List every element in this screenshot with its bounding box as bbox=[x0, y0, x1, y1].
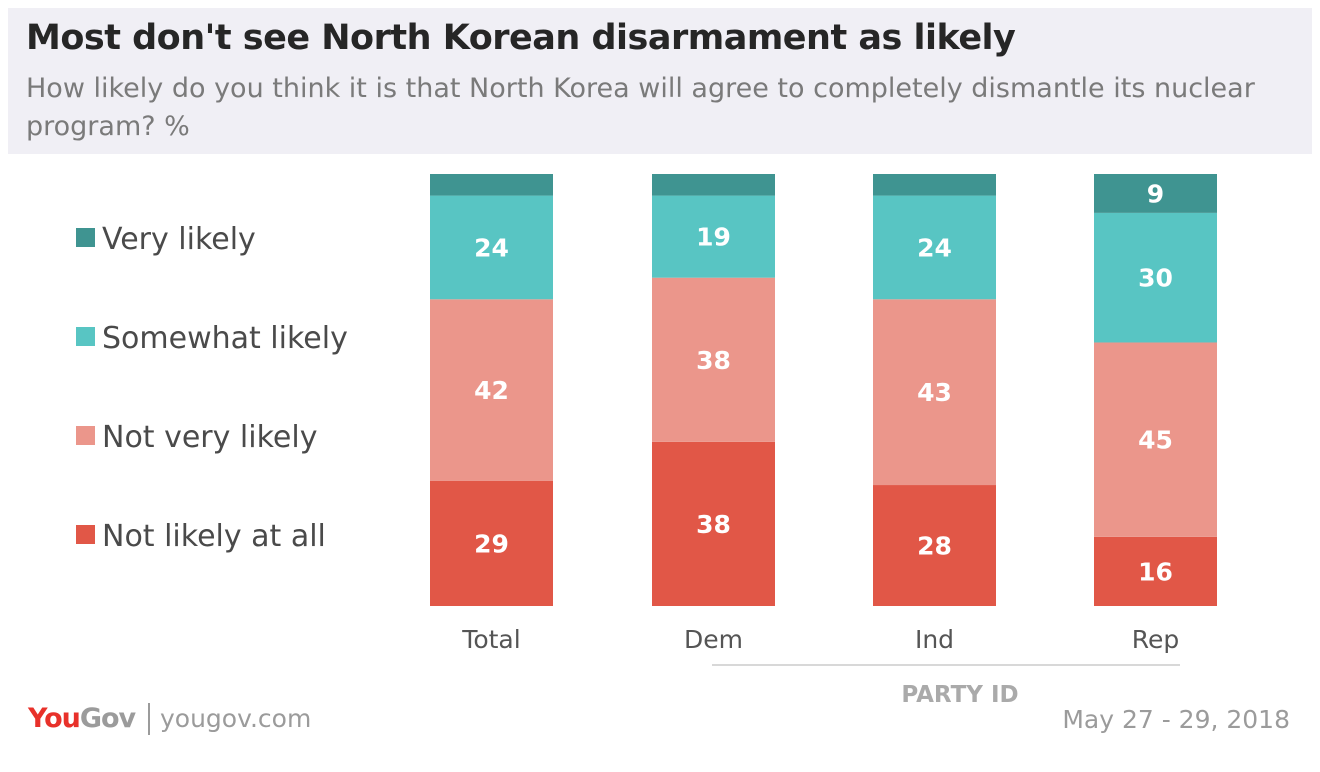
category-label: Rep bbox=[1132, 625, 1180, 654]
chart-subtitle: How likely do you think it is that North… bbox=[26, 73, 1255, 142]
data-label: 42 bbox=[474, 376, 509, 405]
legend-label: Somewhat likely bbox=[102, 321, 348, 356]
survey-date: May 27 - 29, 2018 bbox=[1062, 705, 1290, 734]
legend-label: Not likely at all bbox=[102, 519, 326, 554]
data-label: 24 bbox=[474, 233, 509, 262]
bar-segment bbox=[1094, 212, 1217, 343]
group-label: PARTY ID bbox=[901, 682, 1018, 708]
data-label: 19 bbox=[696, 223, 731, 252]
yougov-logo: YouGov bbox=[28, 703, 136, 734]
bar-segment bbox=[430, 299, 553, 481]
chart-header: Most don't see North Korean disarmament … bbox=[8, 8, 1312, 154]
bar-segment bbox=[1094, 342, 1217, 537]
legend-swatch bbox=[76, 228, 95, 247]
site-link[interactable]: yougov.com bbox=[148, 703, 311, 735]
data-label: 38 bbox=[696, 510, 731, 539]
category-label: Total bbox=[461, 625, 520, 654]
data-label: 30 bbox=[1138, 264, 1173, 293]
data-label: 24 bbox=[917, 233, 952, 262]
category-label: Ind bbox=[915, 625, 954, 654]
data-label: 38 bbox=[696, 346, 731, 375]
bar-segment bbox=[430, 195, 553, 300]
data-label: 29 bbox=[474, 529, 509, 558]
bar-segment bbox=[873, 195, 996, 300]
bar-segment bbox=[652, 441, 775, 606]
data-label: 28 bbox=[917, 532, 952, 561]
bar-segment bbox=[652, 174, 775, 196]
legend-swatch bbox=[76, 327, 95, 346]
bar-segment bbox=[652, 277, 775, 442]
data-label: 45 bbox=[1138, 426, 1173, 455]
legend-label: Very likely bbox=[102, 222, 256, 257]
data-label: 43 bbox=[917, 378, 952, 407]
data-label: 9 bbox=[1147, 179, 1164, 208]
legend-swatch bbox=[76, 426, 95, 445]
category-label: Dem bbox=[684, 625, 743, 654]
bar-segment bbox=[1094, 536, 1217, 606]
bar-segment bbox=[873, 485, 996, 606]
bar-segment bbox=[430, 174, 553, 196]
bar-segment bbox=[430, 480, 553, 606]
bar-segment bbox=[873, 299, 996, 486]
bar-segment bbox=[873, 174, 996, 196]
bar-segment bbox=[652, 195, 775, 278]
legend-swatch bbox=[76, 525, 95, 544]
data-label: 16 bbox=[1138, 557, 1173, 586]
legend-label: Not very likely bbox=[102, 420, 317, 455]
chart-title: Most don't see North Korean disarmament … bbox=[26, 18, 1016, 58]
bar-segment bbox=[1094, 174, 1217, 213]
